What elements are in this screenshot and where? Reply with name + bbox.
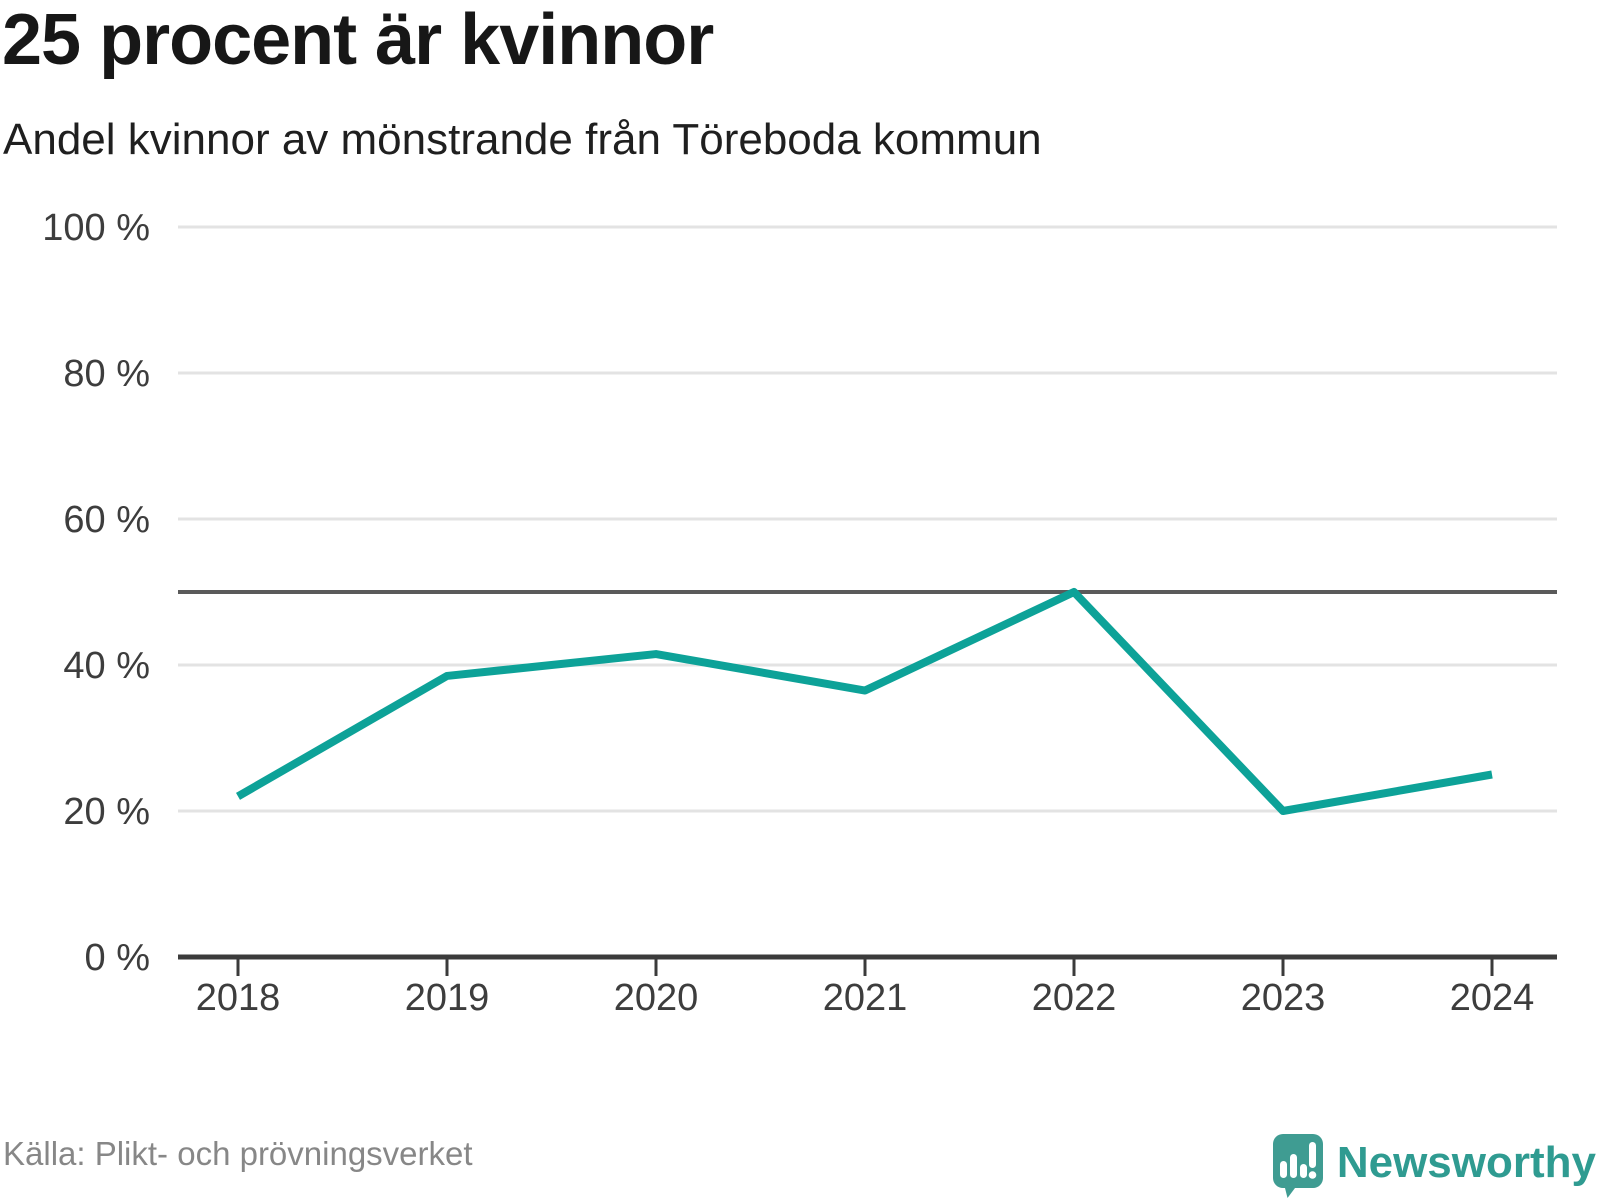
x-tick-label: 2021 [823, 977, 908, 1019]
newsworthy-bubble-chart-icon [1272, 1134, 1323, 1198]
chart-title: 25 procent är kvinnor [2, 0, 714, 80]
y-tick-label: 100 % [42, 207, 150, 249]
source-note: Källa: Plikt- och prövningsverket [3, 1135, 473, 1172]
x-tick-label: 2020 [614, 977, 699, 1019]
y-tick-label: 80 % [63, 353, 150, 395]
x-tick-label: 2019 [405, 977, 490, 1019]
x-tick-label: 2023 [1241, 977, 1326, 1019]
y-tick-label: 40 % [63, 645, 150, 687]
y-tick-label: 20 % [63, 791, 150, 833]
y-tick-label: 60 % [63, 499, 150, 541]
data-line [236, 588, 1493, 815]
newsworthy-wordmark: Newsworthy [1336, 1138, 1596, 1187]
x-tick-label: 2022 [1032, 977, 1117, 1019]
y-tick-label: 0 % [85, 937, 150, 979]
newsworthy-logo: Newsworthy [1272, 1126, 1596, 1200]
chart-subtitle: Andel kvinnor av mönstrande från Törebod… [3, 115, 1042, 164]
x-tick-label: 2018 [196, 977, 281, 1019]
x-tick-label: 2024 [1450, 977, 1535, 1019]
